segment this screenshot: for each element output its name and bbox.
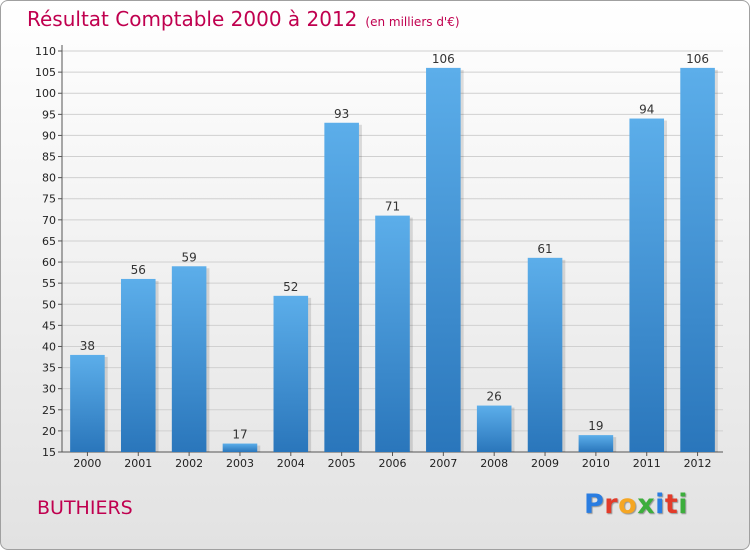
logo-letter: x: [637, 489, 656, 520]
bar-value-label: 106: [686, 52, 709, 66]
logo-letter: i: [655, 489, 665, 520]
y-tick-label: 30: [42, 383, 56, 396]
y-tick-label: 55: [42, 277, 56, 290]
bar: [222, 443, 258, 452]
x-tick-label: 2007: [429, 457, 457, 470]
bar-value-label: 59: [181, 250, 196, 264]
x-tick-label: 2002: [175, 457, 203, 470]
bar-value-label: 38: [80, 339, 95, 353]
bar: [476, 405, 512, 452]
y-tick-label: 20: [42, 425, 56, 438]
bar-value-label: 93: [334, 107, 349, 121]
bar: [375, 215, 410, 452]
y-tick-label: 80: [42, 172, 56, 185]
chart-title-text: Résultat Comptable 2000 à 2012: [27, 7, 358, 31]
logo-letter: P: [584, 489, 605, 520]
y-tick-label: 15: [42, 446, 56, 459]
x-tick-label: 2010: [582, 457, 610, 470]
x-tick-label: 2004: [277, 457, 305, 470]
y-tick-label: 40: [42, 340, 56, 353]
bar: [273, 295, 309, 452]
x-tick-labels: 2000 2001 2002 2003 2004 2005 2006 2007 2008 2009…: [73, 452, 712, 470]
y-tick-label: 90: [42, 129, 56, 142]
bar: [629, 118, 665, 453]
bar-value-label: 106: [432, 52, 455, 66]
chart-subtitle: (en milliers d'€): [365, 15, 460, 29]
bar: [578, 435, 614, 452]
y-tick-label: 25: [42, 404, 56, 417]
logo-letter: t: [664, 489, 679, 520]
y-tick-label: 110: [35, 45, 56, 58]
bar: [527, 257, 563, 452]
bar-value-label: 17: [232, 428, 247, 442]
bar: [426, 67, 461, 452]
bar: [70, 354, 105, 452]
bar: [120, 278, 156, 452]
bar-value-label: 52: [283, 280, 298, 294]
bar: [324, 122, 359, 452]
bar-value-label: 61: [537, 242, 552, 256]
bar-value-label: 71: [385, 200, 400, 214]
y-tick-label: 75: [42, 193, 56, 206]
x-tick-label: 2000: [73, 457, 101, 470]
x-tick-label: 2012: [684, 457, 712, 470]
x-tick-label: 2006: [379, 457, 407, 470]
y-tick-label: 60: [42, 256, 56, 269]
x-tick-label: 2005: [328, 457, 356, 470]
y-tick-labels: 15 20 25 30 35 40 45 50 55 60 65 70 75 80 85 90 95 100 105…: [35, 45, 56, 459]
y-tick-label: 95: [42, 108, 56, 121]
bar: [171, 266, 207, 452]
bar-value-label: 56: [131, 263, 146, 277]
logo-letter: i: [678, 489, 689, 520]
y-tick-label: 50: [42, 298, 56, 311]
bars: [70, 67, 718, 453]
logo-letter: r: [604, 489, 619, 520]
value-labels: 38 56 59 17 52 93 71 106 26 61 19 94 106: [80, 52, 709, 442]
bar-value-label: 26: [487, 390, 502, 404]
bar: [680, 67, 715, 452]
y-tick-label: 105: [35, 66, 56, 79]
x-tick-label: 2008: [480, 457, 508, 470]
x-tick-label: 2009: [531, 457, 559, 470]
proxiti-logo: Proxiti: [584, 489, 688, 520]
location-name: BUTHIERS: [37, 497, 133, 519]
y-tick-label: 65: [42, 235, 56, 248]
x-tick-label: 2001: [124, 457, 152, 470]
x-tick-label: 2003: [226, 457, 254, 470]
x-tick-label: 2011: [633, 457, 661, 470]
bar-value-label: 94: [639, 103, 654, 117]
y-tick-label: 85: [42, 151, 56, 164]
y-tick-label: 100: [35, 87, 56, 100]
chart-title: Résultat Comptable 2000 à 2012 (en millie…: [27, 7, 460, 31]
bar-value-label: 19: [588, 419, 603, 433]
y-tick-label: 70: [42, 214, 56, 227]
y-tick-label: 35: [42, 362, 56, 375]
logo-letter: o: [618, 489, 638, 520]
y-tick-label: 45: [42, 319, 56, 332]
